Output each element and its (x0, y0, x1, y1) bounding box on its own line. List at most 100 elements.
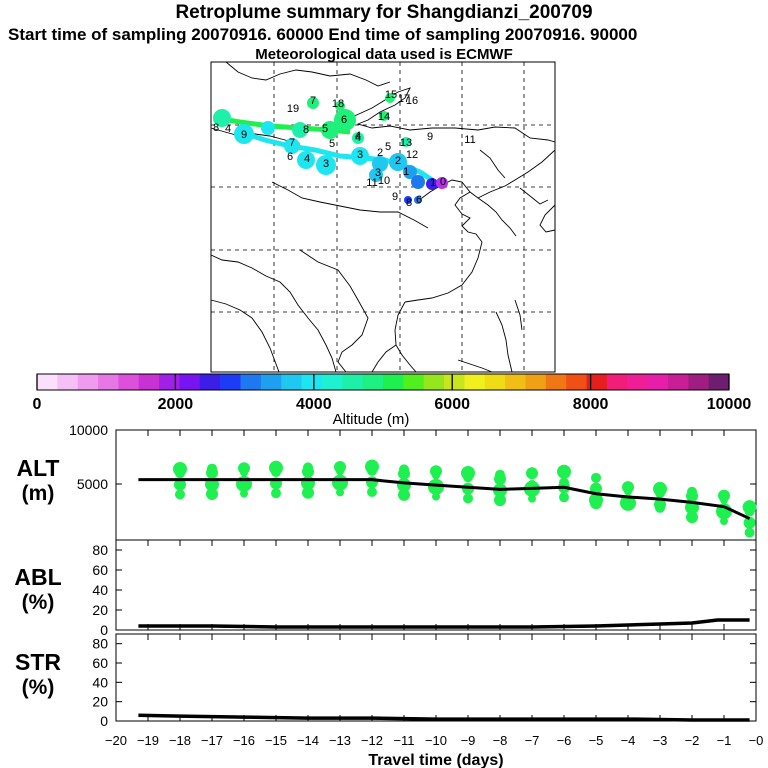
alt-plume-dot (463, 472, 473, 483)
x-tick-label: −12 (361, 733, 383, 748)
map-day-label: 3 (357, 149, 363, 161)
alt-plume-dot (589, 492, 603, 507)
colorbar-swatch (708, 374, 730, 390)
map-day-label: 5 (385, 141, 391, 153)
x-tick-label: −8 (493, 733, 508, 748)
x-tick-label: −18 (169, 733, 191, 748)
x-tick-label: −16 (233, 733, 255, 748)
map-day-label: 16 (406, 95, 418, 107)
colorbar-swatch (362, 374, 384, 390)
alt-panel-label: ALT (16, 455, 59, 481)
map-day-label: 19 (287, 103, 299, 115)
abl-y-tick-label: 20 (92, 602, 108, 618)
alt-plume-dot (494, 472, 506, 485)
map-plume-dot (213, 109, 231, 127)
map-plume-dot (401, 137, 411, 147)
alt-plume-dot (175, 489, 185, 500)
x-tick-label: −1 (717, 733, 732, 748)
abl-y-tick-label: 0 (100, 622, 108, 638)
x-tick-label: −20 (105, 733, 127, 748)
alt-plume-dot (654, 498, 666, 511)
map-plume-dot (284, 138, 300, 154)
colorbar-tick-label: 10000 (707, 396, 752, 413)
map-day-label: 8 (213, 122, 219, 134)
alt-plume-dot (397, 478, 411, 493)
abl-panel-label: ABL (14, 564, 61, 590)
alt-plume-dot (526, 467, 538, 480)
map-plume-dot (307, 97, 319, 109)
map-plume-dot (426, 178, 438, 190)
alt-plume-dot (428, 478, 444, 495)
x-tick-label: −3 (653, 733, 668, 748)
x-tick-label: −15 (265, 733, 287, 748)
map-plume-dot (261, 121, 275, 135)
str-panel: 0 20 40 60 80 (92, 633, 757, 729)
map-day-label: 4 (355, 130, 361, 142)
map-coastlines (210, 61, 556, 373)
colorbar-swatch (301, 374, 323, 390)
map-day-label: 9 (427, 131, 433, 143)
map-plume-dot (297, 151, 315, 169)
alt-plume-dot (367, 487, 377, 498)
colorbar-swatch (627, 374, 649, 390)
alt-plume-dot (720, 517, 728, 526)
alt-plume-dot (744, 506, 755, 517)
alt-panel-unit: (m) (22, 482, 55, 505)
met-data-note: Meteorological data used is ECMWF (255, 46, 513, 63)
alt-panel: 5000 10000 (69, 422, 757, 547)
map-day-label: 15 (385, 89, 397, 101)
map-day-label: 13 (400, 137, 412, 149)
map-frame (210, 61, 556, 373)
abl-series-line (138, 618, 750, 629)
str-panel-label: STR (15, 649, 61, 675)
x-axis-label: Travel time (days) (368, 752, 503, 768)
alt-plume-dot (398, 488, 410, 501)
map-day-label: 12 (406, 149, 418, 161)
alt-plume-dot (206, 488, 218, 501)
alt-plume-dot (686, 490, 698, 503)
alt-plume-dot (743, 516, 756, 529)
map-day-label: 14 (378, 111, 390, 123)
colorbar-tick-label: 8000 (573, 396, 609, 413)
map-plume-dot (321, 121, 339, 139)
alt-plume-dot (432, 471, 440, 480)
alt-plume-dot (336, 488, 344, 497)
x-tick-label: −17 (201, 733, 223, 748)
colorbar-swatch (566, 374, 588, 390)
map-plume-dot (351, 147, 369, 165)
x-tick-label: −9 (461, 733, 476, 748)
map-day-label: 1 (430, 177, 436, 189)
x-axis: −20 −19 −18 −17 −16 −15 −14 −13 −12 −11 −10 −9 −8 −7 −… (105, 733, 763, 748)
map-day-label: 6 (416, 194, 422, 206)
abl-y-tick-label: 40 (92, 582, 108, 598)
str-y-tick-label: 40 (92, 674, 108, 690)
map-plume-dot (414, 196, 422, 204)
abl-y-tick-label: 80 (92, 542, 108, 558)
colorbar-swatch (606, 374, 628, 390)
map-day-label: 4 (225, 123, 231, 135)
x-tick-label: −5 (589, 733, 604, 748)
x-tick-label: −7 (525, 733, 540, 748)
map-plume-dot (389, 153, 407, 171)
colorbar-swatch (525, 374, 547, 390)
x-tick-label: −11 (393, 733, 414, 748)
colorbar-tick-label: 0 (33, 396, 42, 413)
str-y-tick-label: 0 (100, 713, 108, 729)
alt-plume-dot (591, 472, 601, 483)
abl-panel-unit: (%) (22, 591, 55, 614)
alt-plume-dot (624, 487, 632, 496)
map-plume-dot (292, 122, 308, 138)
map-day-label: 10 (378, 175, 390, 187)
alt-plume-dot (336, 467, 344, 476)
colorbar-swatch (383, 374, 404, 390)
map-trajectory (213, 93, 448, 204)
map-day-label: 11 (366, 177, 377, 189)
x-tick-label: −2 (685, 733, 700, 748)
colorbar-swatch (444, 374, 465, 390)
colorbar-swatch (57, 374, 79, 390)
colorbar-swatch (179, 374, 201, 390)
x-tick-label: −14 (297, 733, 319, 748)
colorbar-swatch (586, 374, 608, 390)
abl-panel: 0 20 40 60 80 (92, 539, 757, 638)
